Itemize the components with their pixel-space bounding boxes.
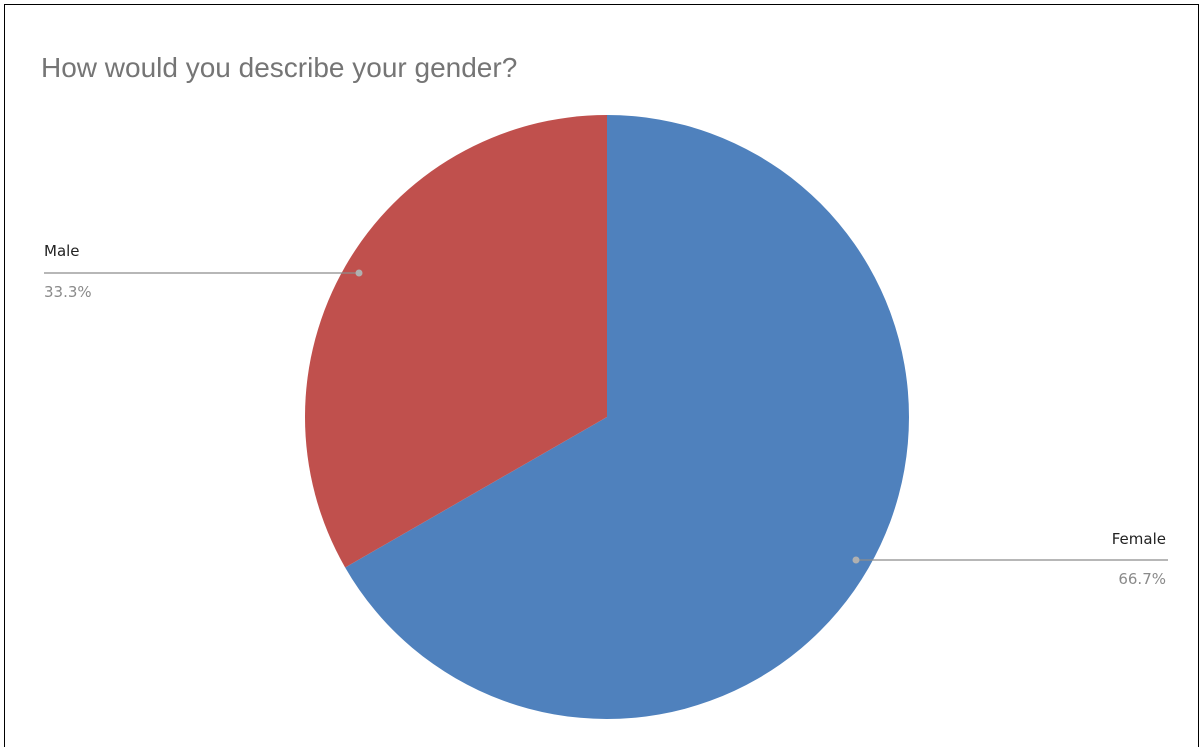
pie-labels: Female 66.7% Male 33.3%: [44, 242, 1168, 588]
pie-slice-female: [345, 115, 909, 719]
slice-label-male: Male: [44, 242, 80, 260]
slice-percent-female: 66.7%: [1118, 570, 1166, 588]
leader-dot-male: [355, 269, 363, 277]
leader-dot-female: [852, 556, 860, 564]
pie-slice-male: [304, 115, 607, 568]
slice-percent-male: 33.3%: [44, 283, 92, 301]
chart-title: How would you describe your gender?: [41, 52, 518, 83]
pie-slices: [304, 115, 909, 719]
slice-label-female: Female: [1112, 530, 1166, 548]
